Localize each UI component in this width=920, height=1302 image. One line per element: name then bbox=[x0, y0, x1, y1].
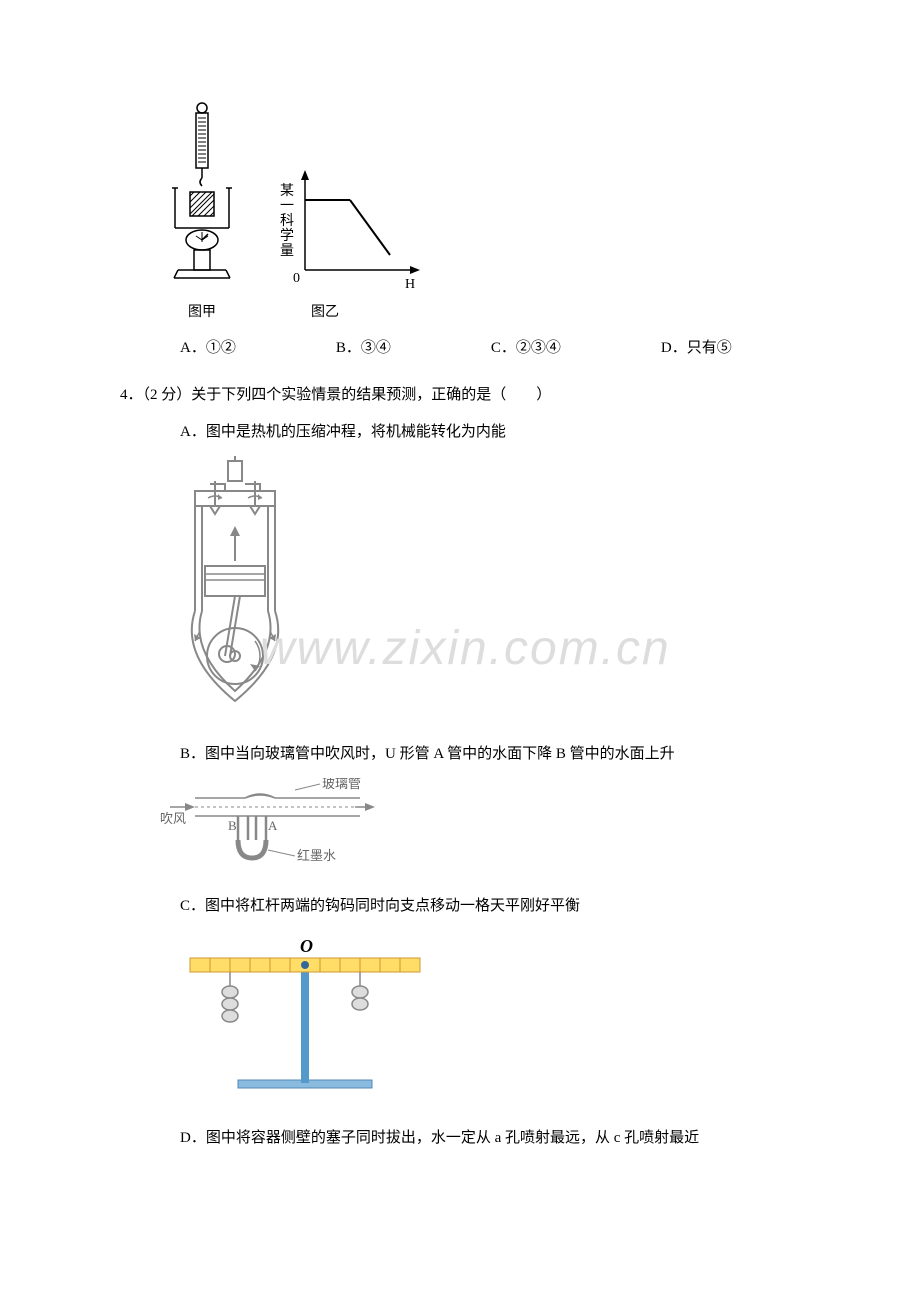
engine-diagram bbox=[160, 456, 310, 716]
figure-jia-yi: 某 一 科 学 量 0 H 图甲 图乙 bbox=[160, 100, 800, 325]
q4-option-a: A．图中是热机的压缩冲程，将机械能转化为内能 bbox=[120, 419, 800, 446]
q3-option-a: A．①② bbox=[180, 335, 236, 362]
fig-caption-jia: 图甲 bbox=[188, 300, 216, 325]
q3-option-d: D．只有⑤ bbox=[661, 335, 732, 362]
svg-text:量: 量 bbox=[280, 243, 294, 259]
chart-ylabel-1: 某 bbox=[280, 183, 294, 199]
fig-caption-yi: 图乙 bbox=[311, 300, 339, 325]
watermark-text: www.zixin.com.cn bbox=[260, 606, 671, 692]
q4-option-c: C．图中将杠杆两端的钩码同时向支点移动一格天平刚好平衡 bbox=[120, 893, 800, 920]
glass-tube-label: 玻璃管 bbox=[322, 778, 361, 791]
blow-label: 吹风 bbox=[160, 811, 186, 826]
ink-label: 红墨水 bbox=[297, 848, 336, 863]
q3-option-c: C．②③④ bbox=[491, 335, 561, 362]
lever-figure: O bbox=[160, 930, 800, 1110]
q4-option-b: B．图中当向玻璃管中吹风时，U 形管 A 管中的水面下降 B 管中的水面上升 bbox=[120, 741, 800, 768]
b-label: B bbox=[228, 818, 237, 833]
svg-text:一: 一 bbox=[280, 199, 294, 214]
svg-text:科: 科 bbox=[280, 213, 294, 229]
chart-origin: 0 bbox=[293, 271, 300, 286]
q4-stem: 4．（2 分）关于下列四个实验情景的结果预测，正确的是（ ） bbox=[120, 382, 800, 409]
chart-diagram: 某 一 科 学 量 0 H bbox=[275, 160, 425, 300]
o-label: O bbox=[300, 936, 313, 956]
q4-option-d: D．图中将容器侧壁的塞子同时拔出，水一定从 a 孔喷射最远，从 c 孔喷射最近 bbox=[120, 1125, 800, 1152]
utube-figure: 吹风 B A 玻璃管 红墨水 bbox=[160, 778, 800, 878]
svg-text:学: 学 bbox=[280, 228, 294, 244]
chart-xlabel: H bbox=[405, 277, 415, 292]
q3-option-b: B．③④ bbox=[336, 335, 391, 362]
engine-figure-container: www.zixin.com.cn bbox=[160, 456, 800, 726]
q3-options: A．①② B．③④ C．②③④ D．只有⑤ bbox=[120, 335, 800, 362]
spring-balance-diagram bbox=[160, 100, 245, 300]
a-label: A bbox=[268, 818, 278, 833]
